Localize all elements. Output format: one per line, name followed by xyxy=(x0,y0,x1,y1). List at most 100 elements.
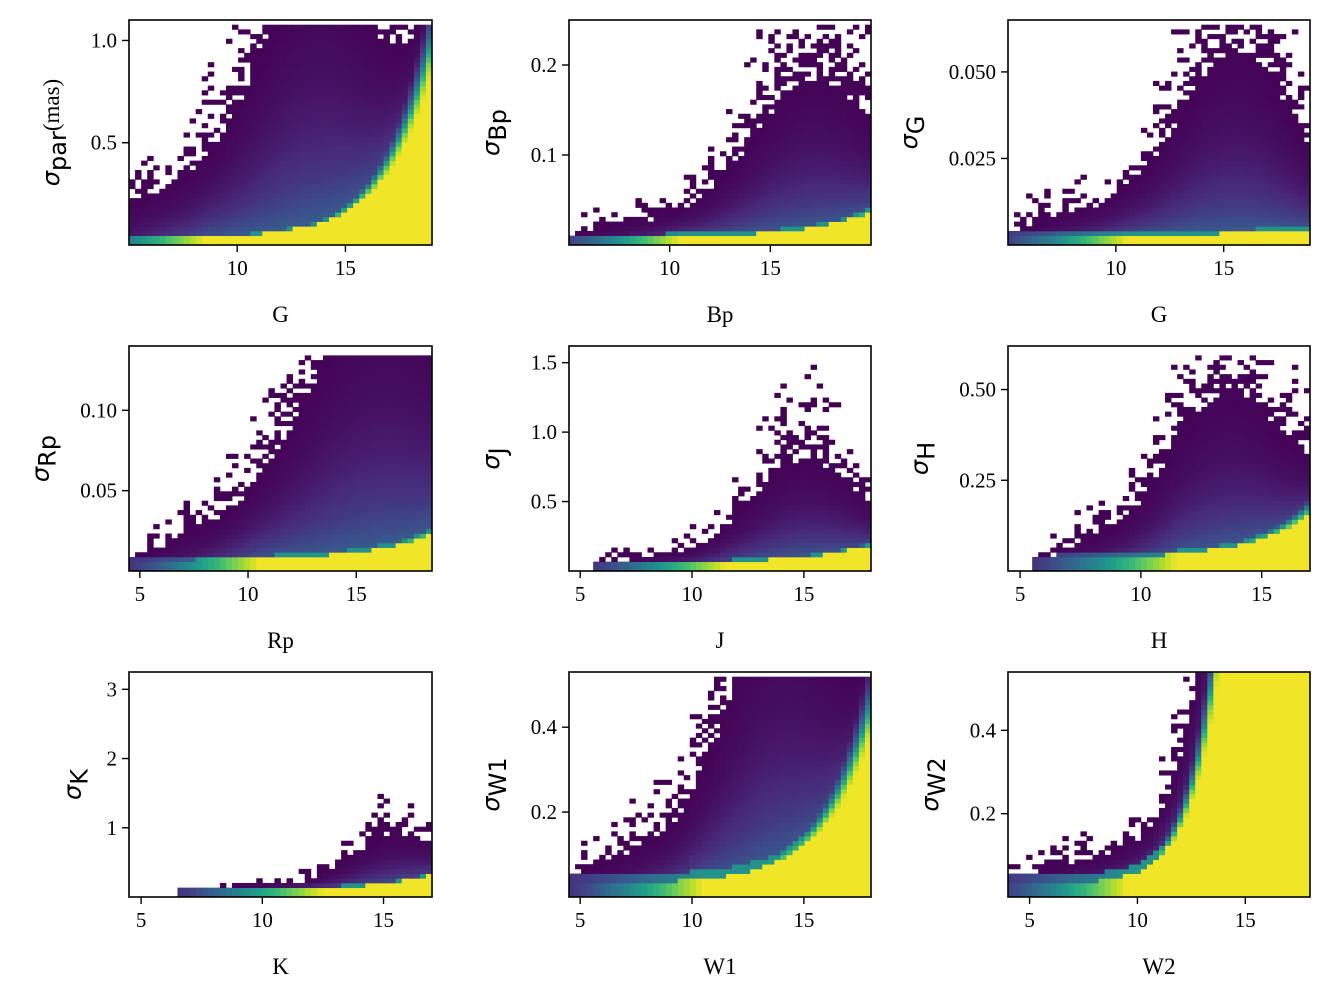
heatmap-cell xyxy=(713,226,721,232)
heatmap-cell xyxy=(738,216,745,222)
heatmap-cell xyxy=(683,235,691,241)
heatmap-cell xyxy=(310,364,318,370)
heatmap-cell xyxy=(219,510,227,516)
heatmap-cell xyxy=(1183,29,1190,35)
heatmap-cell xyxy=(1152,221,1160,227)
heatmap-cell xyxy=(1207,24,1214,30)
heatmap-cell xyxy=(816,212,824,218)
heatmap-cell xyxy=(1110,240,1118,245)
heatmap-cells xyxy=(129,24,432,245)
heatmap-cell xyxy=(1261,85,1269,91)
heatmap-cell xyxy=(1195,66,1202,72)
heatmap-cell xyxy=(864,85,871,91)
heatmap-cell xyxy=(1183,113,1190,119)
heatmap-cell xyxy=(413,221,421,227)
heatmap-cell xyxy=(713,240,721,245)
heatmap-cell xyxy=(371,71,378,77)
heatmap-cell xyxy=(1183,118,1190,124)
heatmap-cell xyxy=(268,566,275,571)
heatmap-cell xyxy=(250,170,257,176)
heatmap-cell xyxy=(353,137,360,143)
y-axis-label-symbol: σ xyxy=(37,170,65,186)
heatmap-cell xyxy=(292,62,300,68)
heatmap-cell xyxy=(359,235,366,241)
heatmap-cell xyxy=(828,127,836,133)
heatmap-cell xyxy=(1122,216,1130,222)
heatmap-cell xyxy=(816,99,824,105)
heatmap-cell xyxy=(599,235,606,241)
heatmap-cell xyxy=(335,542,342,548)
heatmap-cell xyxy=(1231,104,1238,110)
heatmap-cell xyxy=(232,491,239,497)
heatmap-cell xyxy=(286,118,294,124)
heatmap-cell xyxy=(213,561,221,567)
heatmap-cell xyxy=(671,221,679,227)
heatmap-cell xyxy=(840,226,848,232)
heatmap-cell xyxy=(852,202,860,208)
heatmap-cell xyxy=(1189,155,1196,162)
heatmap-cell xyxy=(792,99,799,105)
heatmap-cell xyxy=(153,207,160,213)
heatmap-cell xyxy=(635,221,642,227)
heatmap-cell xyxy=(341,170,348,176)
heatmap-cell xyxy=(335,472,342,478)
heatmap-cell xyxy=(834,202,842,208)
heatmap-cell xyxy=(1255,207,1263,213)
heatmap-cell xyxy=(219,188,227,194)
heatmap-cell xyxy=(377,85,384,91)
heatmap-cell xyxy=(792,193,799,199)
heatmap-cell xyxy=(1014,240,1021,245)
heatmap-cell xyxy=(225,528,233,534)
heatmap-cell xyxy=(262,477,269,483)
heatmap-cell xyxy=(1171,165,1178,171)
heatmap-cell xyxy=(810,95,818,101)
heatmap-cell xyxy=(407,151,415,157)
heatmap-cell xyxy=(407,118,415,124)
heatmap-cell xyxy=(341,188,348,194)
heatmap-cell xyxy=(365,71,372,77)
heatmap-cell xyxy=(250,212,257,218)
heatmap-cell xyxy=(1303,198,1310,204)
heatmap-cell xyxy=(1110,207,1118,213)
heatmap-cell xyxy=(250,71,257,77)
heatmap-cell xyxy=(1165,123,1172,129)
heatmap-cell xyxy=(262,160,269,166)
heatmap-cell xyxy=(1177,118,1184,124)
heatmap-cell xyxy=(189,216,197,222)
heatmap-cell xyxy=(1177,141,1184,147)
heatmap-cell xyxy=(1159,188,1166,194)
heatmap-cell xyxy=(840,184,848,190)
heatmap-cell xyxy=(810,123,818,129)
heatmap-cell xyxy=(183,230,190,237)
heatmap-cell xyxy=(389,160,397,166)
heatmap-cell xyxy=(822,207,830,213)
heatmap-cell xyxy=(1098,212,1106,218)
heatmap-cell xyxy=(225,226,233,232)
heatmap-cell xyxy=(377,174,384,180)
heatmap-cell xyxy=(419,80,427,87)
heatmap-cell xyxy=(840,207,848,213)
heatmap-cell xyxy=(304,104,312,110)
heatmap-cell xyxy=(780,99,787,105)
heatmap-cell xyxy=(1225,57,1232,63)
heatmap-cell xyxy=(322,425,330,431)
heatmap-cell xyxy=(419,52,427,58)
heatmap-cell xyxy=(1303,193,1310,199)
heatmap-cell xyxy=(274,510,281,516)
heatmap-cell xyxy=(1213,226,1220,232)
heatmap-cell xyxy=(762,141,769,147)
heatmap-cell xyxy=(1183,230,1190,237)
heatmap-cell xyxy=(1255,165,1263,171)
heatmap-cell xyxy=(1056,240,1063,245)
heatmap-cell xyxy=(1195,132,1202,138)
heatmap-cell xyxy=(322,174,330,180)
heatmap-cell xyxy=(304,538,312,544)
heatmap-cell xyxy=(335,411,342,417)
heatmap-cell xyxy=(141,202,148,208)
heatmap-cell xyxy=(292,118,300,124)
heatmap-cell xyxy=(1255,109,1263,115)
heatmap-cell xyxy=(280,113,287,119)
heatmap-cell xyxy=(395,43,403,49)
heatmap-cell xyxy=(207,193,215,199)
heatmap-cell xyxy=(286,467,294,473)
